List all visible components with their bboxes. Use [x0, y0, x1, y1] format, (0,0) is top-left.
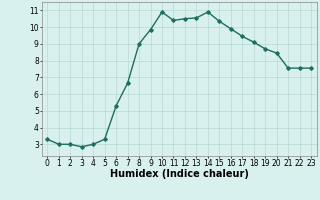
- X-axis label: Humidex (Indice chaleur): Humidex (Indice chaleur): [110, 169, 249, 179]
